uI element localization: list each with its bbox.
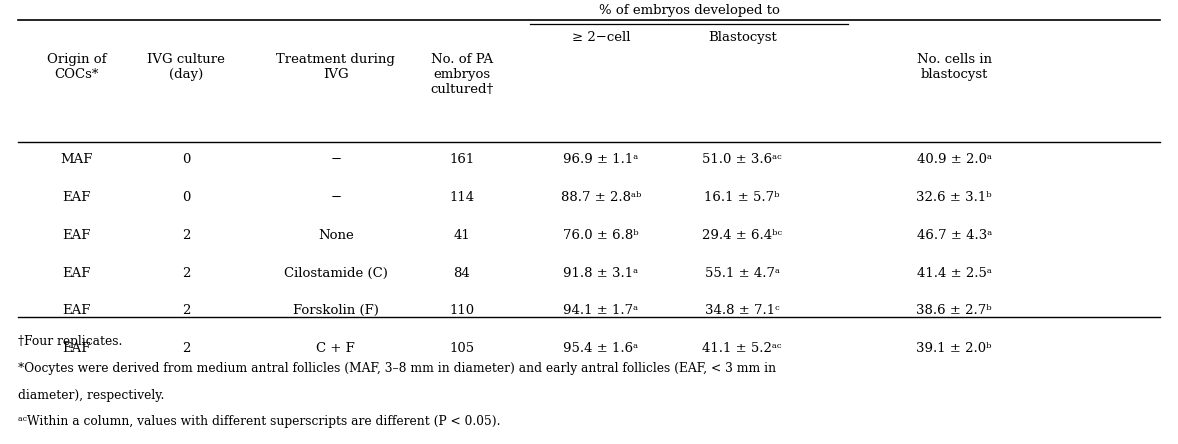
Text: †Four replicates.: †Four replicates. (18, 335, 123, 348)
Text: 94.1 ± 1.7ᵃ: 94.1 ± 1.7ᵃ (563, 304, 638, 317)
Text: −: − (330, 153, 342, 166)
Text: 2: 2 (181, 229, 191, 242)
Text: Origin of
COCs*: Origin of COCs* (47, 53, 106, 81)
Text: 0: 0 (181, 191, 191, 204)
Text: EAF: EAF (62, 266, 91, 280)
Text: EAF: EAF (62, 304, 91, 317)
Text: 84: 84 (454, 266, 470, 280)
Text: Cilostamide (C): Cilostamide (C) (284, 266, 388, 280)
Text: 38.6 ± 2.7ᵇ: 38.6 ± 2.7ᵇ (916, 304, 992, 317)
Text: MAF: MAF (60, 153, 93, 166)
Text: 29.4 ± 6.4ᵇᶜ: 29.4 ± 6.4ᵇᶜ (702, 229, 782, 242)
Text: No. of PA
embryos
cultured†: No. of PA embryos cultured† (430, 53, 494, 96)
Text: 41: 41 (454, 229, 470, 242)
Text: 2: 2 (181, 266, 191, 280)
Text: 110: 110 (449, 304, 475, 317)
Text: None: None (318, 229, 353, 242)
Text: 88.7 ± 2.8ᵃᵇ: 88.7 ± 2.8ᵃᵇ (561, 191, 641, 204)
Text: 114: 114 (449, 191, 475, 204)
Text: ≥ 2−cell: ≥ 2−cell (571, 31, 630, 44)
Text: 40.9 ± 2.0ᵃ: 40.9 ± 2.0ᵃ (916, 153, 992, 166)
Text: 76.0 ± 6.8ᵇ: 76.0 ± 6.8ᵇ (563, 229, 638, 242)
Text: % of embryos developed to: % of embryos developed to (598, 4, 780, 17)
Text: *Oocytes were derived from medium antral follicles (MAF, 3–8 mm in diameter) and: *Oocytes were derived from medium antral… (18, 362, 776, 375)
Text: C + F: C + F (317, 342, 355, 355)
Text: 41.4 ± 2.5ᵃ: 41.4 ± 2.5ᵃ (916, 266, 992, 280)
Text: ᵃᶜWithin a column, values with different superscripts are different (P < 0.05).: ᵃᶜWithin a column, values with different… (18, 415, 501, 428)
Text: 2: 2 (181, 342, 191, 355)
Text: EAF: EAF (62, 191, 91, 204)
Text: EAF: EAF (62, 229, 91, 242)
Text: −: − (330, 191, 342, 204)
Text: 55.1 ± 4.7ᵃ: 55.1 ± 4.7ᵃ (704, 266, 780, 280)
Text: 34.8 ± 7.1ᶜ: 34.8 ± 7.1ᶜ (704, 304, 780, 317)
Text: diameter), respectively.: diameter), respectively. (18, 388, 164, 401)
Text: 39.1 ± 2.0ᵇ: 39.1 ± 2.0ᵇ (916, 342, 992, 355)
Text: Forskolin (F): Forskolin (F) (293, 304, 378, 317)
Text: Blastocyst: Blastocyst (708, 31, 776, 44)
Text: 161: 161 (449, 153, 475, 166)
Text: 2: 2 (181, 304, 191, 317)
Text: IVG culture
(day): IVG culture (day) (147, 53, 225, 81)
Text: No. cells in
blastocyst: No. cells in blastocyst (916, 53, 992, 81)
Text: 16.1 ± 5.7ᵇ: 16.1 ± 5.7ᵇ (704, 191, 780, 204)
Text: Treatment during
IVG: Treatment during IVG (277, 53, 395, 81)
Text: 105: 105 (449, 342, 475, 355)
Text: 0: 0 (181, 153, 191, 166)
Text: 41.1 ± 5.2ᵃᶜ: 41.1 ± 5.2ᵃᶜ (702, 342, 782, 355)
Text: 51.0 ± 3.6ᵃᶜ: 51.0 ± 3.6ᵃᶜ (702, 153, 782, 166)
Text: 46.7 ± 4.3ᵃ: 46.7 ± 4.3ᵃ (916, 229, 992, 242)
Text: EAF: EAF (62, 342, 91, 355)
Text: 32.6 ± 3.1ᵇ: 32.6 ± 3.1ᵇ (916, 191, 992, 204)
Text: 91.8 ± 3.1ᵃ: 91.8 ± 3.1ᵃ (563, 266, 638, 280)
Text: 95.4 ± 1.6ᵃ: 95.4 ± 1.6ᵃ (563, 342, 638, 355)
Text: 96.9 ± 1.1ᵃ: 96.9 ± 1.1ᵃ (563, 153, 638, 166)
